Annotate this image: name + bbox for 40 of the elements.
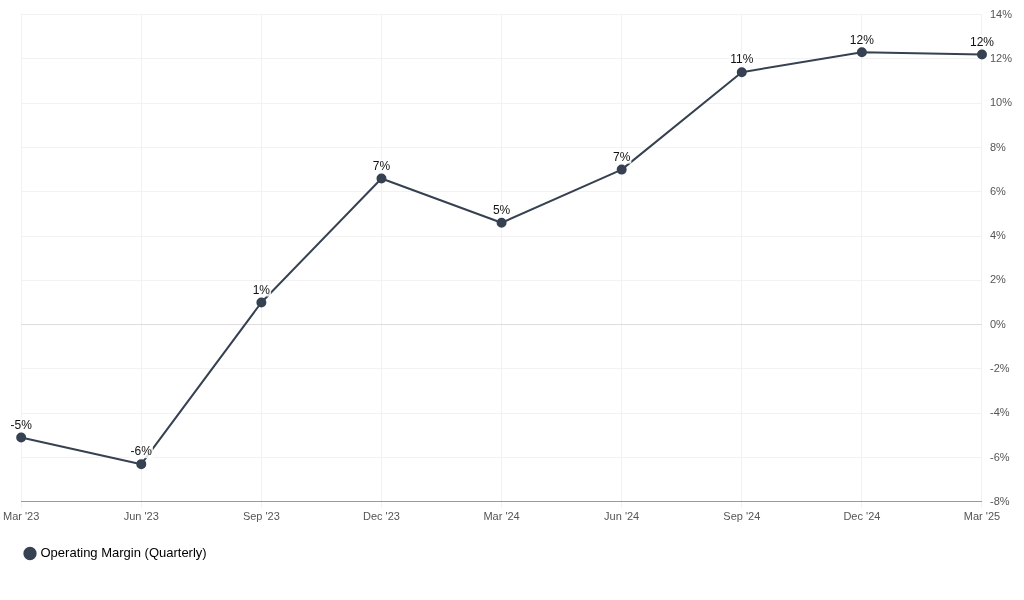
x-tick-label: Sep '23 xyxy=(242,510,280,523)
y-tick-label: -6% xyxy=(989,450,1010,463)
point xyxy=(976,49,987,60)
point xyxy=(256,297,267,308)
data-label: -6% xyxy=(130,444,153,459)
x-tick-label: Mar '24 xyxy=(483,510,520,523)
point xyxy=(136,459,147,470)
x-tick-label: Mar '25 xyxy=(963,510,1001,523)
y-tick-label: 6% xyxy=(989,184,1007,197)
data-label: 11% xyxy=(730,52,754,67)
y-tick-label: -4% xyxy=(989,406,1010,419)
point xyxy=(496,217,507,228)
y-tick-label: -2% xyxy=(989,361,1010,374)
point xyxy=(376,173,387,184)
data-label: 12% xyxy=(849,32,875,47)
point xyxy=(16,432,27,443)
x-tick-label: Dec '24 xyxy=(843,510,881,523)
legend-label: Operating Margin (Quarterly) xyxy=(40,545,207,561)
x-tick-label: Sep '24 xyxy=(723,510,761,523)
point xyxy=(856,47,867,58)
y-tick-label: 4% xyxy=(989,229,1007,242)
data-label: 1% xyxy=(252,282,271,297)
y-tick-label: 0% xyxy=(989,317,1007,330)
point xyxy=(616,164,627,175)
y-tick-label: 10% xyxy=(989,96,1013,109)
data-label: 12% xyxy=(969,34,995,49)
y-tick-label: 12% xyxy=(989,51,1013,64)
x-tick-label: Dec '23 xyxy=(363,510,400,523)
y-tick-label: 8% xyxy=(989,140,1007,153)
data-label: -5% xyxy=(10,417,33,432)
y-tick-label: -8% xyxy=(989,494,1010,507)
x-tick-label: Jun '23 xyxy=(123,510,159,523)
data-label: 7% xyxy=(613,149,631,164)
x-tick-label: Mar '23 xyxy=(3,510,40,523)
point xyxy=(736,67,747,78)
x-tick-label: Jun '24 xyxy=(604,510,640,523)
data-label: 5% xyxy=(492,203,511,218)
y-tick-label: 14% xyxy=(989,7,1013,20)
y-tick-label: 2% xyxy=(989,273,1007,286)
data-label: 7% xyxy=(372,158,391,173)
